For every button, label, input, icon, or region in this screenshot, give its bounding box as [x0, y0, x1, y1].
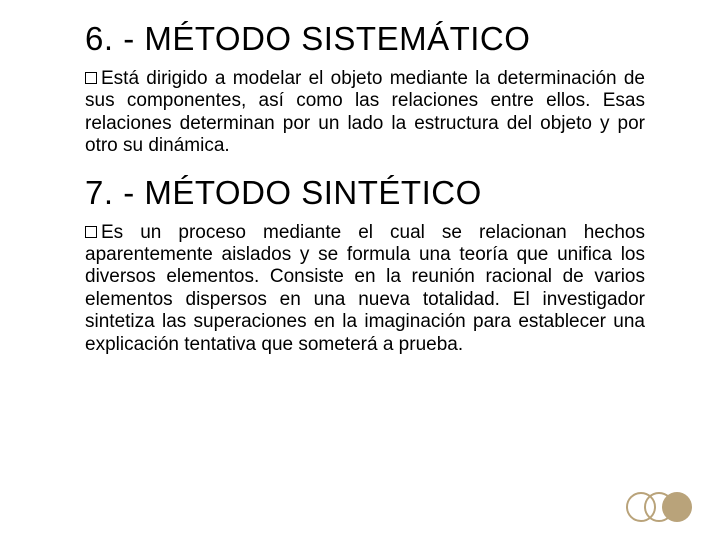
slide: 6. - MÉTODO SISTEMÁTICO Está dirigido a … — [0, 0, 720, 540]
heading-section-6: 6. - MÉTODO SISTEMÁTICO — [85, 20, 645, 58]
lead-word-6: Está — [101, 68, 139, 89]
heading-section-7: 7. - MÉTODO SINTÉTICO — [85, 174, 645, 212]
square-bullet-icon — [85, 226, 97, 238]
body-text-6: dirigido a modelar el objeto mediante la… — [85, 68, 645, 156]
decorative-circles-icon — [626, 490, 696, 526]
body-text-7: un proceso mediante el cual se relaciona… — [85, 222, 645, 355]
body-section-7: Es un proceso mediante el cual se relaci… — [85, 222, 645, 356]
lead-word-7: Es — [101, 222, 123, 243]
body-section-6: Está dirigido a modelar el objeto median… — [85, 68, 645, 158]
square-bullet-icon — [85, 72, 97, 84]
